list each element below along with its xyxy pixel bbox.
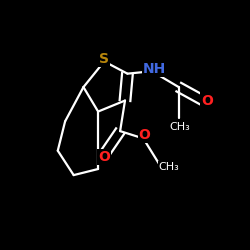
- Text: CH₃: CH₃: [159, 162, 180, 172]
- Text: O: O: [98, 150, 110, 164]
- Text: NH: NH: [143, 62, 166, 76]
- Text: O: O: [138, 128, 150, 142]
- Text: CH₃: CH₃: [170, 122, 190, 132]
- Text: S: S: [99, 52, 109, 66]
- Text: O: O: [201, 94, 213, 108]
